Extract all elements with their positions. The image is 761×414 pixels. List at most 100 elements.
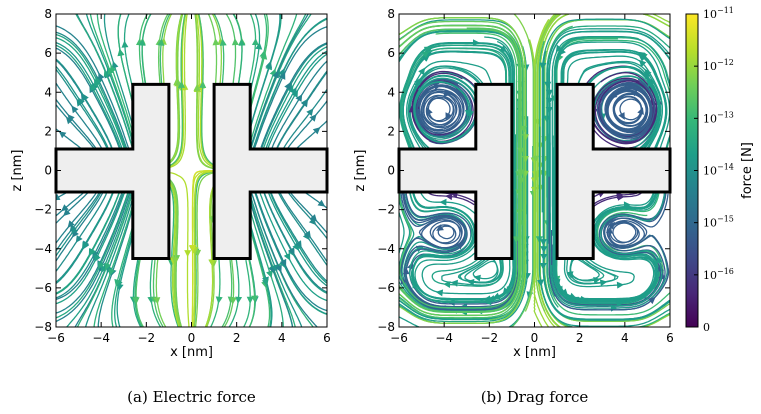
streamline-arrow bbox=[544, 81, 552, 89]
y-tick-label: −2 bbox=[34, 203, 52, 217]
streamline bbox=[254, 192, 327, 312]
streamline bbox=[56, 37, 125, 149]
streamline-arrow bbox=[436, 224, 444, 231]
streamline bbox=[56, 25, 130, 150]
streamline-arrow bbox=[212, 38, 220, 46]
electric-force-streamlines bbox=[56, 14, 327, 327]
x-tick-label: −6 bbox=[390, 331, 408, 345]
streamline-arrow bbox=[71, 105, 79, 114]
streamline-arrow bbox=[184, 250, 192, 258]
streamline-arrow bbox=[506, 286, 513, 294]
streamline-arrow bbox=[648, 296, 656, 305]
streamline bbox=[399, 44, 512, 149]
y-tick-label: 0 bbox=[387, 164, 395, 178]
streamline bbox=[539, 126, 670, 327]
streamline-arrow bbox=[121, 40, 129, 48]
streamline-arrow bbox=[208, 259, 216, 267]
streamline-arrow bbox=[472, 39, 480, 47]
colorbar-tick-label: 10−15 bbox=[703, 215, 734, 230]
colorbar-tick-label: 10−14 bbox=[703, 163, 734, 178]
streamline bbox=[593, 192, 642, 207]
streamline bbox=[56, 191, 114, 284]
streamline-arrow bbox=[629, 90, 638, 97]
streamline-arrow bbox=[138, 38, 146, 46]
streamline bbox=[267, 53, 327, 148]
y-tick-label: −4 bbox=[377, 242, 395, 256]
streamline bbox=[85, 14, 134, 142]
streamline-arrow bbox=[199, 80, 207, 88]
x-tick-label: −6 bbox=[47, 331, 65, 345]
streamline bbox=[155, 258, 167, 327]
x-tick-label: 2 bbox=[576, 331, 584, 345]
streamline-arrow bbox=[67, 220, 75, 228]
streamline-arrow bbox=[246, 296, 254, 304]
streamline-arrow bbox=[539, 62, 547, 70]
streamline bbox=[56, 192, 100, 253]
electric-force-electrodes bbox=[54, 82, 329, 260]
streamline bbox=[204, 185, 215, 327]
streamline-arrow bbox=[251, 295, 258, 303]
streamline bbox=[279, 192, 327, 263]
streamline-arrow bbox=[108, 268, 115, 276]
streamline-arrow bbox=[104, 262, 112, 271]
streamline bbox=[169, 14, 186, 167]
streamline-arrow bbox=[251, 38, 259, 46]
drag-force-streamlines bbox=[399, 14, 670, 327]
streamline bbox=[159, 14, 171, 85]
streamline bbox=[213, 14, 225, 85]
streamline bbox=[250, 192, 318, 327]
streamline bbox=[259, 193, 327, 302]
y-tick-label: 2 bbox=[44, 124, 52, 138]
streamline-arrow bbox=[502, 287, 510, 295]
streamline bbox=[560, 48, 668, 149]
streamline-arrow bbox=[98, 261, 105, 270]
streamline-arrow bbox=[63, 208, 71, 217]
streamline bbox=[249, 14, 281, 128]
streamline-arrow bbox=[306, 108, 314, 116]
streamline bbox=[406, 60, 493, 149]
streamline bbox=[56, 192, 125, 305]
streamline-arrow bbox=[95, 76, 102, 85]
streamline-arrow bbox=[637, 107, 644, 115]
streamline-arrow bbox=[238, 38, 246, 46]
streamline-arrow bbox=[536, 279, 544, 287]
streamline bbox=[577, 61, 661, 150]
streamline bbox=[249, 210, 284, 327]
streamline-arrow bbox=[617, 193, 625, 201]
streamline-arrow bbox=[599, 279, 608, 287]
streamline-arrow bbox=[414, 77, 421, 86]
y-tick-label: −8 bbox=[34, 320, 52, 334]
y-tick-label: 8 bbox=[44, 7, 52, 21]
streamline-arrow bbox=[473, 274, 481, 282]
electric-force-ylabel: z [nm] bbox=[10, 149, 25, 191]
streamline-arrow bbox=[71, 226, 79, 235]
streamline-arrow bbox=[132, 297, 140, 305]
y-tick-label: 6 bbox=[387, 46, 395, 60]
electrode-shape bbox=[54, 82, 171, 260]
streamline bbox=[399, 44, 511, 148]
streamline bbox=[56, 128, 82, 149]
streamline-arrow bbox=[466, 111, 474, 119]
streamline-arrow bbox=[78, 97, 85, 106]
streamline bbox=[221, 259, 233, 327]
streamline bbox=[547, 28, 670, 244]
streamline-arrow bbox=[82, 241, 89, 250]
streamline-arrow bbox=[309, 114, 317, 122]
streamline bbox=[270, 192, 327, 283]
streamline-arrow bbox=[637, 51, 646, 59]
y-tick-label: 4 bbox=[44, 85, 52, 99]
streamline-arrow bbox=[309, 214, 318, 222]
streamline-arrow bbox=[172, 257, 179, 265]
streamline bbox=[563, 258, 635, 288]
streamline-arrow bbox=[153, 297, 161, 305]
streamline bbox=[263, 191, 327, 293]
streamline-arrow bbox=[317, 199, 326, 207]
streamline-arrow bbox=[111, 61, 119, 69]
x-tick-label: −4 bbox=[92, 331, 110, 345]
streamline bbox=[249, 14, 261, 91]
electrode-shape bbox=[397, 82, 514, 260]
streamline-arrow bbox=[520, 125, 528, 133]
streamline bbox=[132, 259, 142, 327]
streamline bbox=[409, 71, 476, 149]
